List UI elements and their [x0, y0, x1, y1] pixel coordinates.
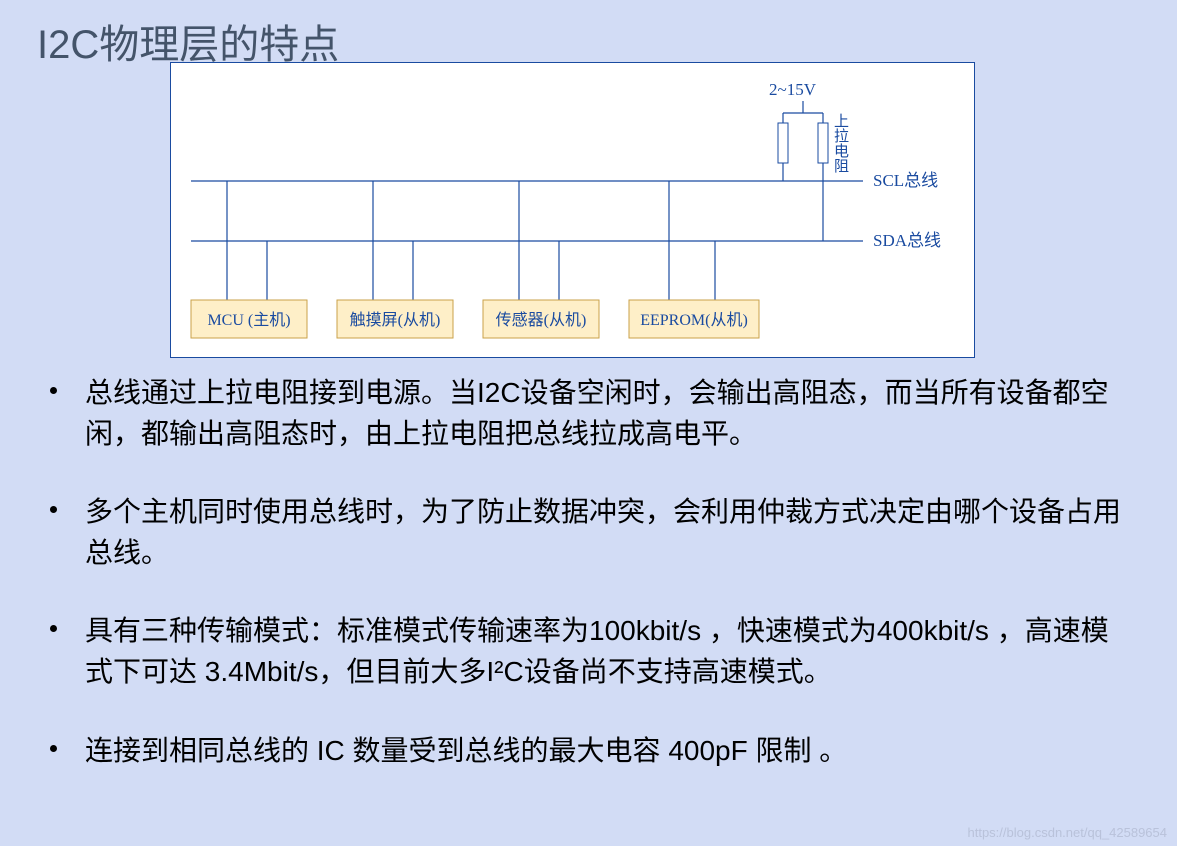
- bullet-list: 总线通过上拉电阻接到电源。当I2C设备空闲时，会输出高阻态，而当所有设备都空闲，…: [38, 373, 1128, 809]
- bullet-item: 多个主机同时使用总线时，为了防止数据冲突，会利用仲裁方式决定由哪个设备占用总线。: [38, 492, 1128, 573]
- bullet-item: 具有三种传输模式：标准模式传输速率为100kbit/s ，快速模式为400kbi…: [38, 611, 1128, 692]
- svg-text:上拉电阻: 上拉电阻: [832, 113, 849, 173]
- bullet-dot-icon: [50, 506, 57, 513]
- bullet-dot-icon: [50, 387, 57, 394]
- svg-text:EEPROM(从机): EEPROM(从机): [640, 311, 748, 329]
- svg-text:SDA总线: SDA总线: [873, 231, 941, 250]
- bullet-text: 连接到相同总线的 IC 数量受到总线的最大电容 400pF 限制 。: [85, 731, 847, 772]
- svg-text:2~15V: 2~15V: [769, 80, 817, 99]
- svg-text:MCU (主机): MCU (主机): [207, 311, 290, 329]
- svg-text:SCL总线: SCL总线: [873, 171, 938, 190]
- svg-text:触摸屏(从机): 触摸屏(从机): [350, 311, 441, 329]
- bullet-text: 多个主机同时使用总线时，为了防止数据冲突，会利用仲裁方式决定由哪个设备占用总线。: [85, 492, 1128, 573]
- bullet-text: 具有三种传输模式：标准模式传输速率为100kbit/s ，快速模式为400kbi…: [85, 611, 1128, 692]
- bullet-dot-icon: [50, 745, 57, 752]
- bullet-item: 总线通过上拉电阻接到电源。当I2C设备空闲时，会输出高阻态，而当所有设备都空闲，…: [38, 373, 1128, 454]
- i2c-diagram: SCL总线 SDA总线 2~15V 上拉电阻 MCU (主机) 触摸屏(从机) 传感器(从机…: [170, 62, 975, 358]
- bullet-text: 总线通过上拉电阻接到电源。当I2C设备空闲时，会输出高阻态，而当所有设备都空闲，…: [85, 373, 1128, 454]
- bullet-dot-icon: [50, 625, 57, 632]
- svg-text:传感器(从机): 传感器(从机): [496, 311, 587, 329]
- bullet-item: 连接到相同总线的 IC 数量受到总线的最大电容 400pF 限制 。: [38, 731, 1128, 772]
- watermark: https://blog.csdn.net/qq_42589654: [968, 825, 1168, 840]
- slide: I2C物理层的特点 SCL总线SDA总线2~15V上拉电阻MCU (主机)触摸屏…: [0, 0, 1177, 846]
- i2c-diagram-svg: SCL总线 SDA总线 2~15V 上拉电阻 MCU (主机) 触摸屏(从机) 传感器(从机…: [171, 63, 976, 359]
